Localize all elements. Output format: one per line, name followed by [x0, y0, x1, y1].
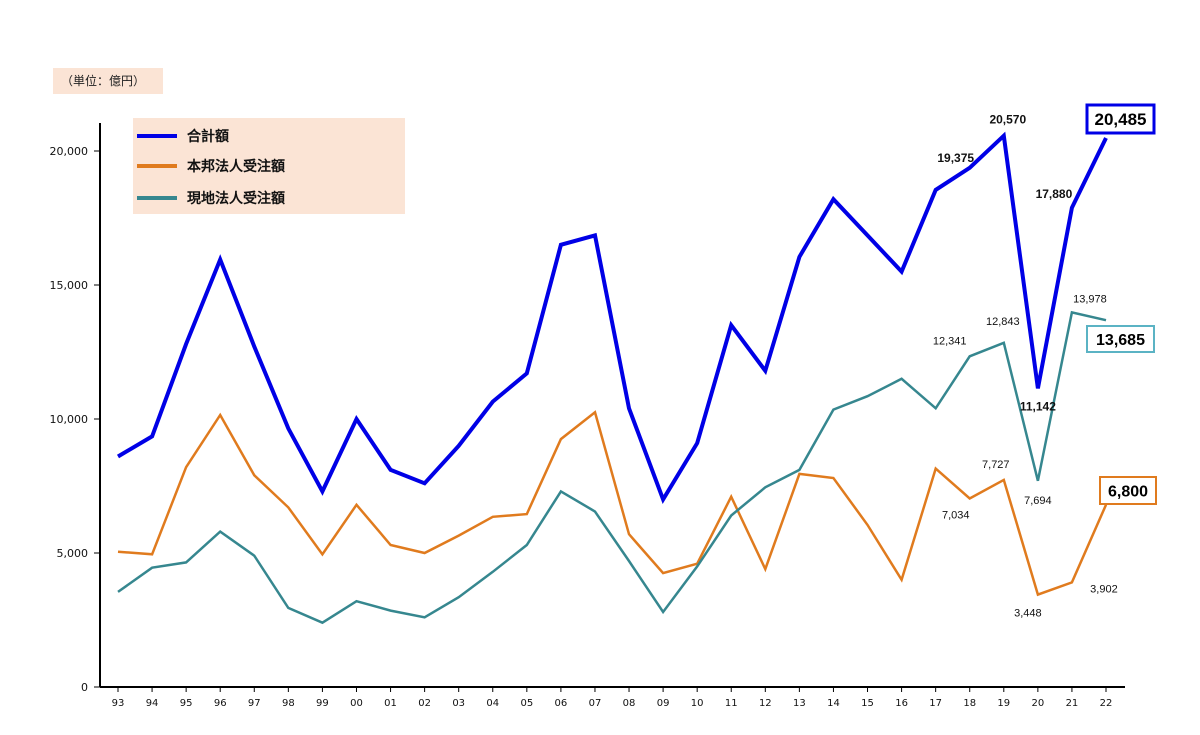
- callout-value-domestic: 6,800: [1108, 483, 1148, 500]
- legend-label-domestic: 本邦法人受注額: [187, 159, 285, 175]
- series-line-total: [116, 131, 1108, 504]
- x-tick-label: 15: [861, 698, 874, 709]
- callout-box-local: [1086, 325, 1155, 353]
- x-tick-label: 11: [725, 698, 738, 709]
- data-label-local: 12,341: [933, 335, 967, 347]
- unit-label: （単位：億円）: [53, 68, 163, 94]
- x-tick-label: 21: [1066, 698, 1079, 709]
- x-tick-label: 94: [146, 698, 159, 709]
- x-tick-label: 95: [180, 698, 193, 709]
- x-tick-label: 00: [350, 698, 363, 709]
- x-tick-label: 93: [112, 698, 125, 709]
- data-label-local: 13,978: [1073, 293, 1107, 305]
- x-tick-label: 12: [759, 698, 772, 709]
- data-label-domestic: 7,727: [982, 459, 1010, 471]
- x-tick-label: 98: [282, 698, 295, 709]
- legend: 合計額 本邦法人受注額 現地法人受注額: [133, 118, 405, 214]
- x-tick-label: 16: [895, 698, 908, 709]
- x-tick-label: 07: [589, 698, 602, 709]
- x-tick-label: 13: [793, 698, 806, 709]
- legend-label-total: 合計額: [187, 129, 229, 145]
- legend-swatch-local: [137, 196, 177, 200]
- x-tick-label: 99: [316, 698, 329, 709]
- x-tick-label: 19: [997, 698, 1010, 709]
- x-tick-label: 17: [929, 698, 942, 709]
- y-tick-label: 10,000: [50, 413, 89, 426]
- y-tick-label: 5,000: [57, 547, 89, 560]
- data-label-total: 19,375: [937, 151, 974, 165]
- x-tick-label: 18: [963, 698, 976, 709]
- x-tick-label: 14: [827, 698, 840, 709]
- callout-box-total: [1085, 103, 1156, 135]
- x-tick-label: 97: [248, 698, 261, 709]
- data-label-total: 20,570: [989, 113, 1026, 127]
- legend-item-domestic: 本邦法人受注額: [137, 156, 285, 176]
- y-tick-label: 15,000: [50, 279, 89, 292]
- y-tick-label: 20,000: [50, 145, 89, 158]
- x-tick-label: 20: [1031, 698, 1044, 709]
- callout-value-total: 20,485: [1095, 110, 1147, 129]
- data-label-local: 7,694: [1024, 495, 1052, 507]
- callout-box-domestic: [1099, 476, 1157, 505]
- data-label-total: 17,880: [1036, 187, 1073, 201]
- x-tick-label: 06: [555, 698, 568, 709]
- data-label-domestic: 3,902: [1090, 583, 1118, 595]
- legend-swatch-domestic: [137, 164, 177, 168]
- x-tick-label: 04: [486, 698, 499, 709]
- x-tick-label: 09: [657, 698, 670, 709]
- callout-value-local: 13,685: [1096, 332, 1145, 349]
- x-tick-label: 22: [1100, 698, 1113, 709]
- legend-label-local: 現地法人受注額: [187, 191, 285, 207]
- x-tick-label: 01: [384, 698, 397, 709]
- data-label-total: 11,142: [1020, 399, 1056, 413]
- x-tick-label: 03: [452, 698, 465, 709]
- x-tick-label: 10: [691, 698, 704, 709]
- series-line-domestic: [117, 410, 1108, 597]
- data-label-local: 12,843: [986, 316, 1020, 328]
- y-tick-label: 0: [81, 681, 88, 694]
- data-label-domestic: 7,034: [942, 509, 970, 521]
- legend-swatch-total: [137, 134, 177, 138]
- legend-item-local: 現地法人受注額: [137, 188, 285, 208]
- data-label-domestic: 3,448: [1014, 608, 1042, 620]
- x-tick-label: 08: [623, 698, 636, 709]
- series-line-local: [117, 310, 1107, 625]
- x-tick-label: 96: [214, 698, 227, 709]
- x-tick-label: 02: [418, 698, 431, 709]
- x-tick-label: 05: [520, 698, 533, 709]
- legend-item-total: 合計額: [137, 126, 229, 146]
